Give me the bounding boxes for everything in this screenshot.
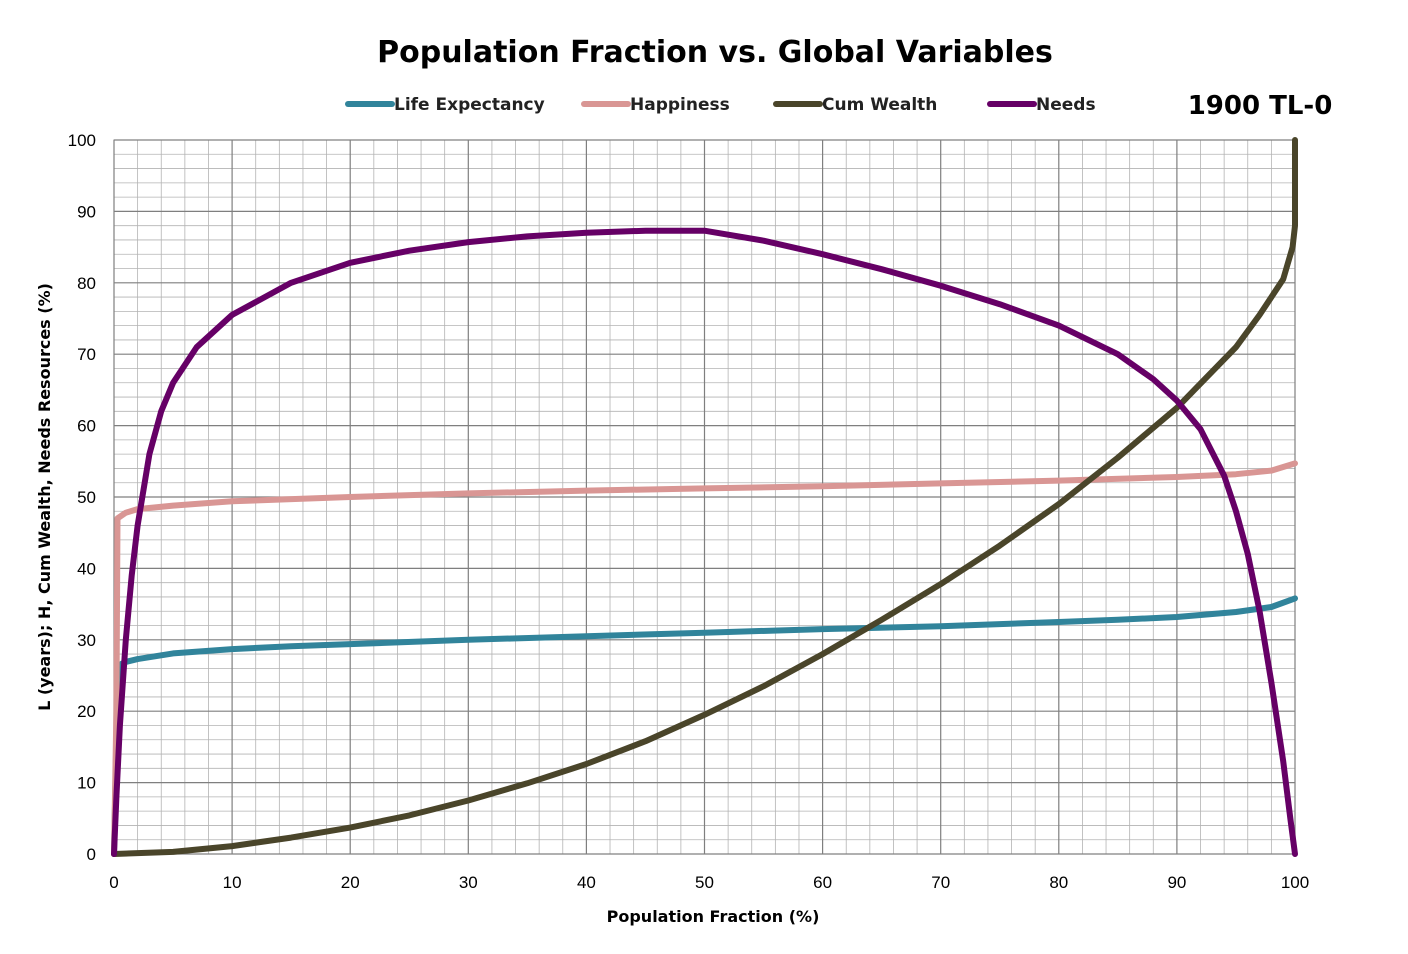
y-tick-label: 50	[77, 488, 96, 507]
legend: Life Expectancy Happiness Cum Wealth Needs	[345, 95, 1096, 115]
x-tick-label: 60	[813, 873, 832, 892]
y-tick-label: 20	[77, 702, 96, 721]
life-expectancy-line	[111, 595, 1298, 857]
y-axis-label: L (years); H, Cum Wealth, Needs Resource…	[35, 283, 54, 711]
chart-tag: 1900 TL-0	[1188, 91, 1333, 121]
y-tick-label: 0	[87, 845, 96, 864]
y-tick-label: 40	[77, 559, 96, 578]
cum-wealth-line	[111, 137, 1298, 857]
y-tick-label: 100	[68, 131, 96, 150]
happiness-line	[111, 460, 1298, 857]
x-tick-label: 90	[1167, 873, 1186, 892]
plot-area-border	[113, 139, 1296, 855]
tick-labels: 0 10 20 30 40 50 60 70 80 90 100 0 10 20 30 40 50 60 70 80 9…	[68, 131, 1310, 892]
x-tick-label: 40	[577, 873, 596, 892]
x-tick-label: 30	[459, 873, 478, 892]
x-axis-label: Population Fraction (%)	[607, 907, 820, 926]
y-tick-label: 10	[77, 774, 96, 793]
x-tick-label: 70	[931, 873, 950, 892]
y-tick-label: 80	[77, 274, 96, 293]
y-tick-label: 90	[77, 202, 96, 221]
x-tick-label: 80	[1049, 873, 1068, 892]
y-tick-label: 70	[77, 345, 96, 364]
x-tick-label: 0	[109, 873, 118, 892]
legend-label: Life Expectancy	[394, 95, 545, 115]
series-lines	[111, 137, 1298, 857]
x-tick-label: 50	[695, 873, 714, 892]
x-tick-label: 10	[223, 873, 242, 892]
needs-line	[111, 227, 1298, 857]
x-tick-label: 100	[1281, 873, 1309, 892]
x-tick-label: 20	[341, 873, 360, 892]
legend-label: Cum Wealth	[822, 95, 937, 115]
legend-label: Needs	[1036, 95, 1096, 115]
y-tick-label: 30	[77, 631, 96, 650]
y-tick-label: 60	[77, 417, 96, 436]
chart-title: Population Fraction vs. Global Variables	[377, 35, 1053, 70]
legend-label: Happiness	[630, 95, 730, 115]
